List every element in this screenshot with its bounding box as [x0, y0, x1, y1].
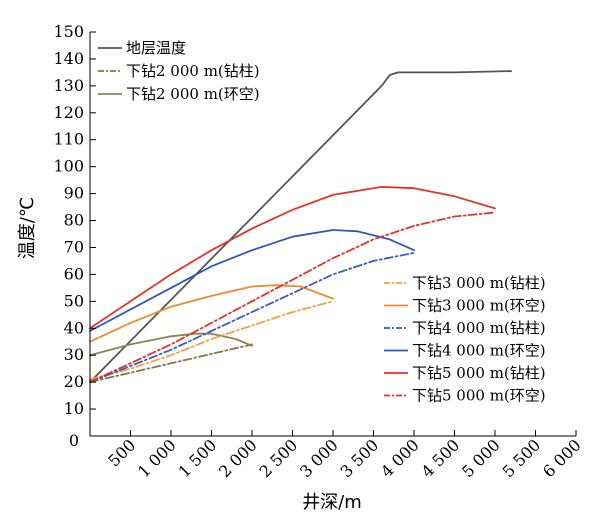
x-tick-label: 4 500 — [417, 435, 463, 481]
series-line — [89, 70, 513, 383]
y-tick-label: 90 — [64, 184, 84, 203]
series-line — [89, 332, 253, 357]
series-line — [89, 211, 496, 383]
x-tick-label: 2 000 — [215, 435, 261, 481]
x-tick-label: 0 — [69, 431, 79, 450]
y-tick-label: 50 — [64, 291, 84, 310]
legend-label: 下钻3 000 m(钻柱) — [412, 274, 546, 292]
x-tick-label: 1 000 — [134, 435, 180, 481]
legend-label: 下钻5 000 m(环空) — [412, 387, 546, 405]
y-tick-label: 130 — [53, 76, 84, 95]
legend-label: 下钻2 000 m(环空) — [126, 85, 260, 103]
x-tick-label: 2 500 — [255, 435, 301, 481]
x-tick-label: 4 000 — [377, 435, 423, 481]
legend-bottom: 下钻3 000 m(钻柱) 下钻3 000 m(环空) 下钻4 000 m(钻柱) 下… — [384, 274, 546, 405]
legend-label: 下钻4 000 m(钻柱) — [412, 319, 546, 337]
x-tick-label: 500 — [104, 435, 139, 470]
y-tick-label: 10 — [64, 399, 84, 418]
legend-label: 下钻4 000 m(环空) — [412, 342, 546, 360]
legend-label: 下钻5 000 m(钻柱) — [412, 364, 546, 382]
y-tick-label: 70 — [64, 237, 84, 256]
y-tick-label: 150 — [53, 22, 84, 41]
y-tick-label: 40 — [64, 318, 84, 337]
x-axis-title: 井深/m — [302, 492, 362, 513]
x-tick-label: 6 000 — [539, 435, 585, 481]
y-tick-label: 100 — [53, 157, 84, 176]
y-tick-label: 120 — [53, 103, 84, 122]
y-tick-label: 110 — [53, 130, 84, 149]
series-line — [89, 186, 496, 330]
series-line — [89, 252, 415, 383]
y-tick-label: 20 — [64, 372, 84, 391]
x-tick-label: 5 500 — [498, 435, 544, 481]
series-layer — [89, 70, 513, 383]
x-tick-label: 3 000 — [296, 435, 342, 481]
series-line — [89, 229, 415, 332]
series-line — [89, 343, 253, 383]
legend-label: 地层温度 — [126, 39, 186, 57]
legend-label: 下钻3 000 m(环空) — [412, 297, 546, 315]
y-axis-title: 温度/℃ — [17, 197, 38, 259]
y-tick-label: 60 — [64, 264, 84, 283]
y-tick-label: 80 — [64, 211, 84, 230]
legend-label: 下钻2 000 m(钻柱) — [126, 62, 260, 80]
series-line — [89, 300, 334, 381]
series-line — [89, 284, 334, 343]
x-tick-label: 3 500 — [336, 435, 382, 481]
x-tick-label: 5 000 — [458, 435, 504, 481]
y-tick-label: 30 — [64, 345, 84, 364]
x-tick-label: 1 500 — [174, 435, 220, 481]
y-tick-label: 140 — [53, 49, 84, 68]
